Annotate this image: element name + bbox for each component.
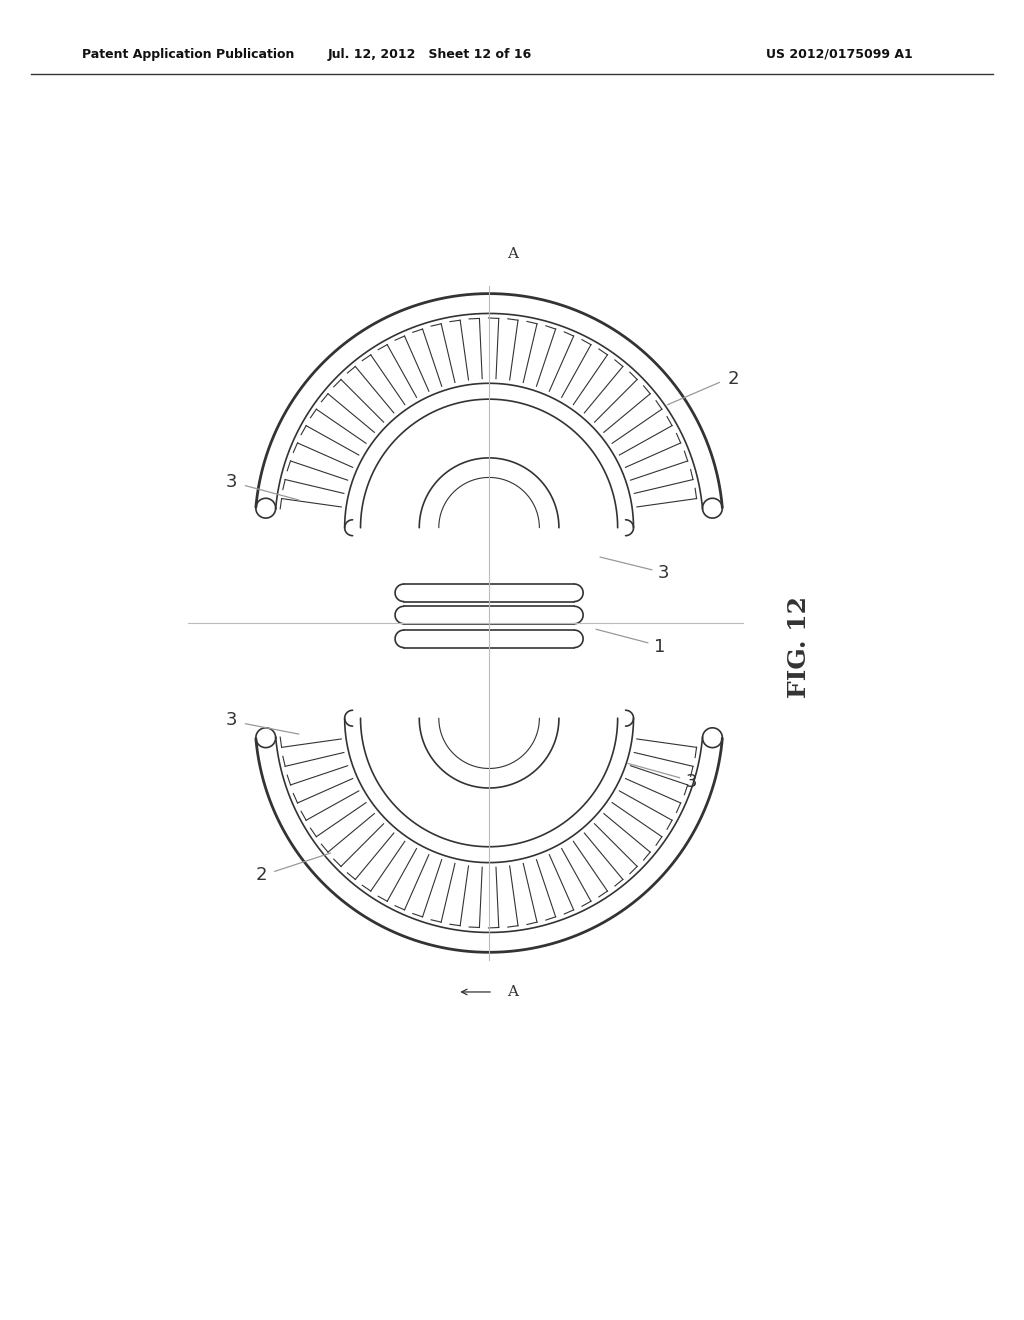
- Text: 2: 2: [255, 866, 267, 883]
- Text: 3: 3: [226, 473, 238, 491]
- Text: A: A: [508, 985, 518, 999]
- Text: 2: 2: [727, 370, 738, 388]
- Text: 1: 1: [654, 638, 666, 656]
- Text: FIG. 12: FIG. 12: [786, 595, 811, 698]
- Text: US 2012/0175099 A1: US 2012/0175099 A1: [766, 48, 913, 61]
- Text: Patent Application Publication: Patent Application Publication: [82, 48, 294, 61]
- Text: 3: 3: [686, 772, 697, 791]
- Text: 3: 3: [226, 710, 238, 729]
- Text: 3: 3: [658, 564, 670, 582]
- Text: A: A: [508, 247, 518, 261]
- Text: Jul. 12, 2012   Sheet 12 of 16: Jul. 12, 2012 Sheet 12 of 16: [328, 48, 532, 61]
